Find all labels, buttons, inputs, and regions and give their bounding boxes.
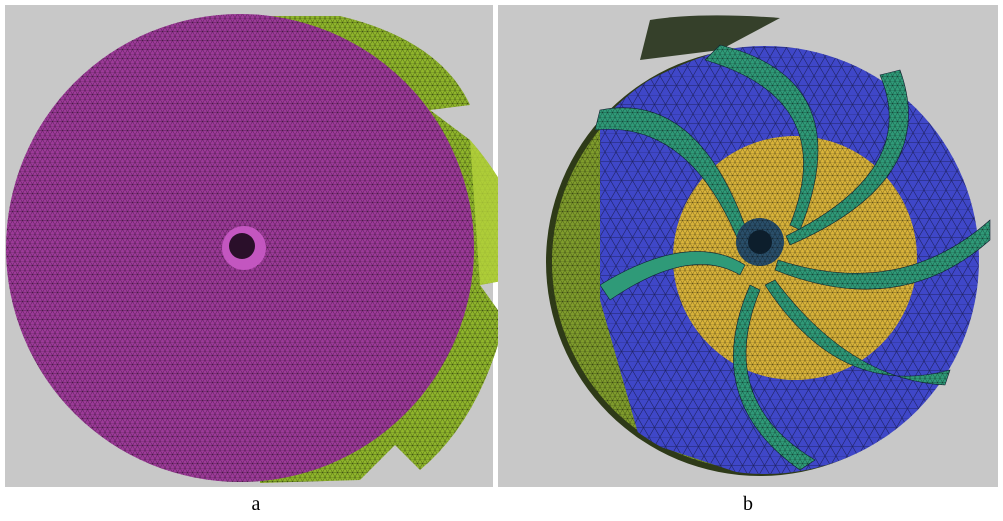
panel-label: b [743, 493, 753, 515]
panel-a [5, 5, 518, 487]
figure: a b [0, 0, 1003, 521]
hub-hole [229, 233, 255, 259]
hub-hole [748, 230, 772, 254]
panel-b [498, 5, 998, 487]
panel-label: a [252, 493, 261, 515]
